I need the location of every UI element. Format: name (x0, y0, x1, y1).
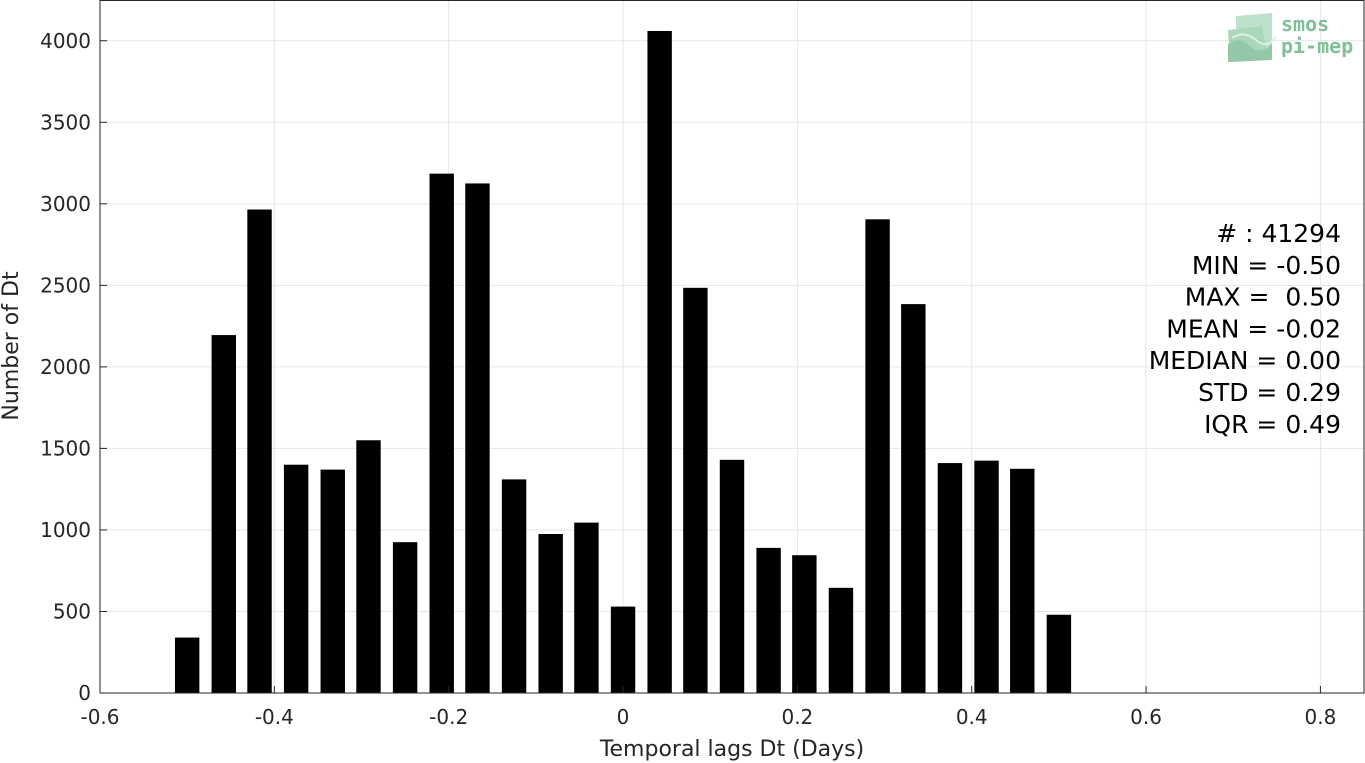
x-tick-label: -0.4 (255, 705, 294, 729)
stat-line: MEDIAN = 0.00 (1149, 346, 1341, 375)
histogram-bar (465, 183, 490, 694)
x-tick-label: 0.6 (1130, 705, 1162, 729)
histogram-bar (211, 335, 236, 693)
x-tick-label: 0.2 (781, 705, 813, 729)
stat-line: MEAN = -0.02 (1166, 314, 1341, 343)
y-tick-label: 4000 (40, 29, 91, 53)
x-axis-ticks: -0.6 -0.4 -0.2 0 0.2 0.4 0.6 0.8 (80, 686, 1336, 729)
y-axis-label: Number of Dt (0, 271, 24, 421)
logo-text-smos: smos (1281, 12, 1329, 36)
histogram-bar (356, 440, 381, 693)
histogram-bar (719, 459, 745, 693)
histogram-bar (828, 587, 854, 693)
x-tick-label: 0.8 (1305, 705, 1337, 729)
stat-line: IQR = 0.49 (1204, 410, 1341, 439)
histogram-bar (683, 287, 708, 693)
histogram-bar (1046, 614, 1072, 693)
x-tick-label: 0.4 (956, 705, 988, 729)
y-tick-label: 2500 (40, 273, 91, 297)
histogram-bar (501, 479, 527, 693)
histogram-bar (429, 173, 454, 693)
histogram-bar (865, 219, 890, 693)
y-axis-ticks: 0 500 1000 1500 2000 2500 3000 3500 4000 (40, 29, 107, 705)
histogram-bar (610, 606, 636, 693)
x-tick-label: 0 (617, 705, 630, 729)
stat-line: # : 41294 (1216, 219, 1341, 248)
x-axis-label: Temporal lags Dt (Days) (599, 737, 864, 762)
bars (174, 30, 1072, 694)
x-tick-label: -0.6 (80, 705, 119, 729)
histogram-bar (283, 464, 309, 693)
stat-line: STD = 0.29 (1198, 378, 1341, 407)
histogram-bar (1010, 468, 1035, 693)
y-tick-label: 1000 (40, 518, 91, 542)
smos-pi-mep-logo: smos pi-mep (1228, 12, 1353, 62)
histogram-bar (901, 304, 926, 693)
y-tick-label: 500 (53, 599, 91, 623)
histogram-bar (538, 534, 563, 693)
histogram-bar (174, 637, 200, 693)
y-tick-label: 3000 (40, 192, 91, 216)
x-tick-label: -0.2 (429, 705, 468, 729)
histogram-bar (792, 555, 817, 693)
histogram-bar (320, 469, 345, 693)
y-tick-label: 2000 (40, 355, 91, 379)
histogram-bar (574, 522, 599, 693)
histogram-bar (247, 209, 272, 694)
histogram-bar (937, 463, 963, 693)
logo-text-pi-mep: pi-mep (1281, 34, 1353, 58)
histogram-bar (974, 460, 999, 693)
histogram-bar (647, 30, 672, 693)
wave-logo-icon (1228, 13, 1277, 62)
stat-line: MAX = 0.50 (1185, 283, 1341, 312)
stat-line: MIN = -0.50 (1192, 251, 1341, 280)
plot-border (99, 0, 1365, 694)
histogram-bar (392, 542, 418, 693)
y-tick-label: 3500 (40, 110, 91, 134)
histogram-bar (756, 547, 781, 693)
y-tick-label: 0 (78, 681, 91, 705)
y-tick-label: 1500 (40, 436, 91, 460)
